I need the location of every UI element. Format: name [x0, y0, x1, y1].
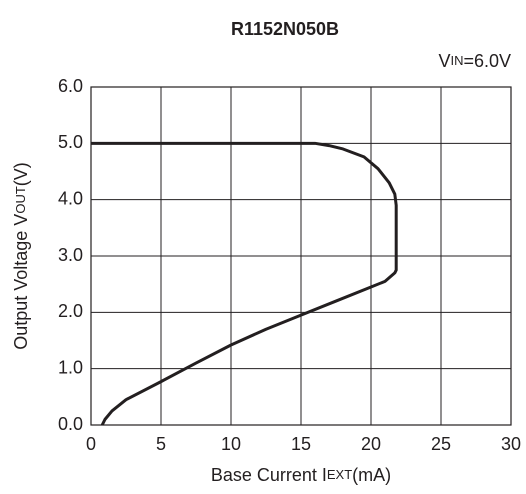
- annotation-part: V: [438, 51, 450, 71]
- plot-frame: [90, 86, 512, 426]
- x-axis-label-part: Base Current I: [211, 465, 327, 485]
- y-tick-label: 0.0: [58, 414, 83, 434]
- x-tick-label: 0: [86, 434, 96, 454]
- annotation: VIN=6.0V: [438, 51, 511, 71]
- y-axis-label-part: Output Voltage V: [11, 214, 31, 350]
- annotation-part: =6.0V: [463, 51, 511, 71]
- y-axis-label-part: OUT: [13, 186, 28, 214]
- x-axis-label-part: (mA): [352, 465, 391, 485]
- y-tick-label: 4.0: [58, 188, 83, 208]
- x-tick-label: 25: [431, 434, 451, 454]
- chart-title: R1152N050B: [231, 19, 339, 39]
- y-tick-label: 1.0: [58, 357, 83, 377]
- x-axis-label: Base Current IEXT(mA): [211, 465, 391, 485]
- x-tick-label: 10: [221, 434, 241, 454]
- y-tick-label: 5.0: [58, 132, 83, 152]
- x-tick-label: 15: [291, 434, 311, 454]
- x-tick-label: 20: [361, 434, 381, 454]
- x-tick-label: 5: [156, 434, 166, 454]
- data-line: [91, 141, 398, 426]
- x-tick-label: 30: [501, 434, 521, 454]
- y-axis-label: Output Voltage VOUT(V): [11, 162, 31, 350]
- y-tick-label: 3.0: [58, 245, 83, 265]
- y-axis-label-part: (V): [11, 162, 31, 186]
- x-axis-label-part: EXT: [327, 467, 352, 482]
- y-tick-label: 6.0: [58, 76, 83, 96]
- y-tick-label: 2.0: [58, 301, 83, 321]
- annotation-part: IN: [450, 53, 463, 68]
